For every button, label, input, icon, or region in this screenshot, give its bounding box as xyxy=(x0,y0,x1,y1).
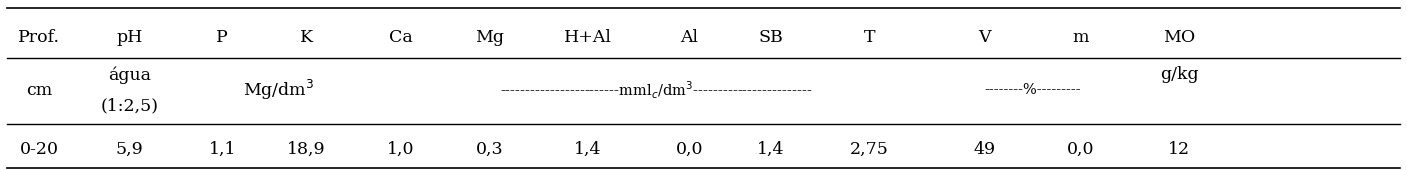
Text: H+Al: H+Al xyxy=(564,29,612,46)
Text: 1,1: 1,1 xyxy=(208,141,236,158)
Text: 0,0: 0,0 xyxy=(675,141,704,158)
Text: 0-20: 0-20 xyxy=(20,141,59,158)
Text: Al: Al xyxy=(681,29,698,46)
Text: água: água xyxy=(108,66,151,83)
Text: MO: MO xyxy=(1164,29,1195,46)
Text: pH: pH xyxy=(117,29,142,46)
Text: Mg: Mg xyxy=(476,29,504,46)
Text: --------%---------: --------%--------- xyxy=(985,83,1081,97)
Text: 12: 12 xyxy=(1168,141,1190,158)
Text: SB: SB xyxy=(758,29,784,46)
Text: cm: cm xyxy=(27,82,52,99)
Text: P: P xyxy=(217,29,228,46)
Text: 1,4: 1,4 xyxy=(757,141,785,158)
Text: Prof.: Prof. xyxy=(18,29,61,46)
Text: 49: 49 xyxy=(974,141,996,158)
Text: T: T xyxy=(864,29,875,46)
Text: m: m xyxy=(1072,29,1089,46)
Text: g/kg: g/kg xyxy=(1159,66,1199,83)
Text: K: K xyxy=(300,29,314,46)
Text: Mg/dm$^3$: Mg/dm$^3$ xyxy=(243,78,314,102)
Text: 1,0: 1,0 xyxy=(387,141,415,158)
Text: 0,0: 0,0 xyxy=(1067,141,1095,158)
Text: 5,9: 5,9 xyxy=(115,141,144,158)
Text: 1,4: 1,4 xyxy=(574,141,602,158)
Text: 18,9: 18,9 xyxy=(287,141,326,158)
Text: 0,3: 0,3 xyxy=(476,141,504,158)
Text: Ca: Ca xyxy=(390,29,412,46)
Text: 2,75: 2,75 xyxy=(850,141,889,158)
Text: (1:2,5): (1:2,5) xyxy=(100,97,159,114)
Text: V: V xyxy=(979,29,991,46)
Text: ------------------------mml$_c$/dm$^3$------------------------: ------------------------mml$_c$/dm$^3$--… xyxy=(499,79,813,101)
